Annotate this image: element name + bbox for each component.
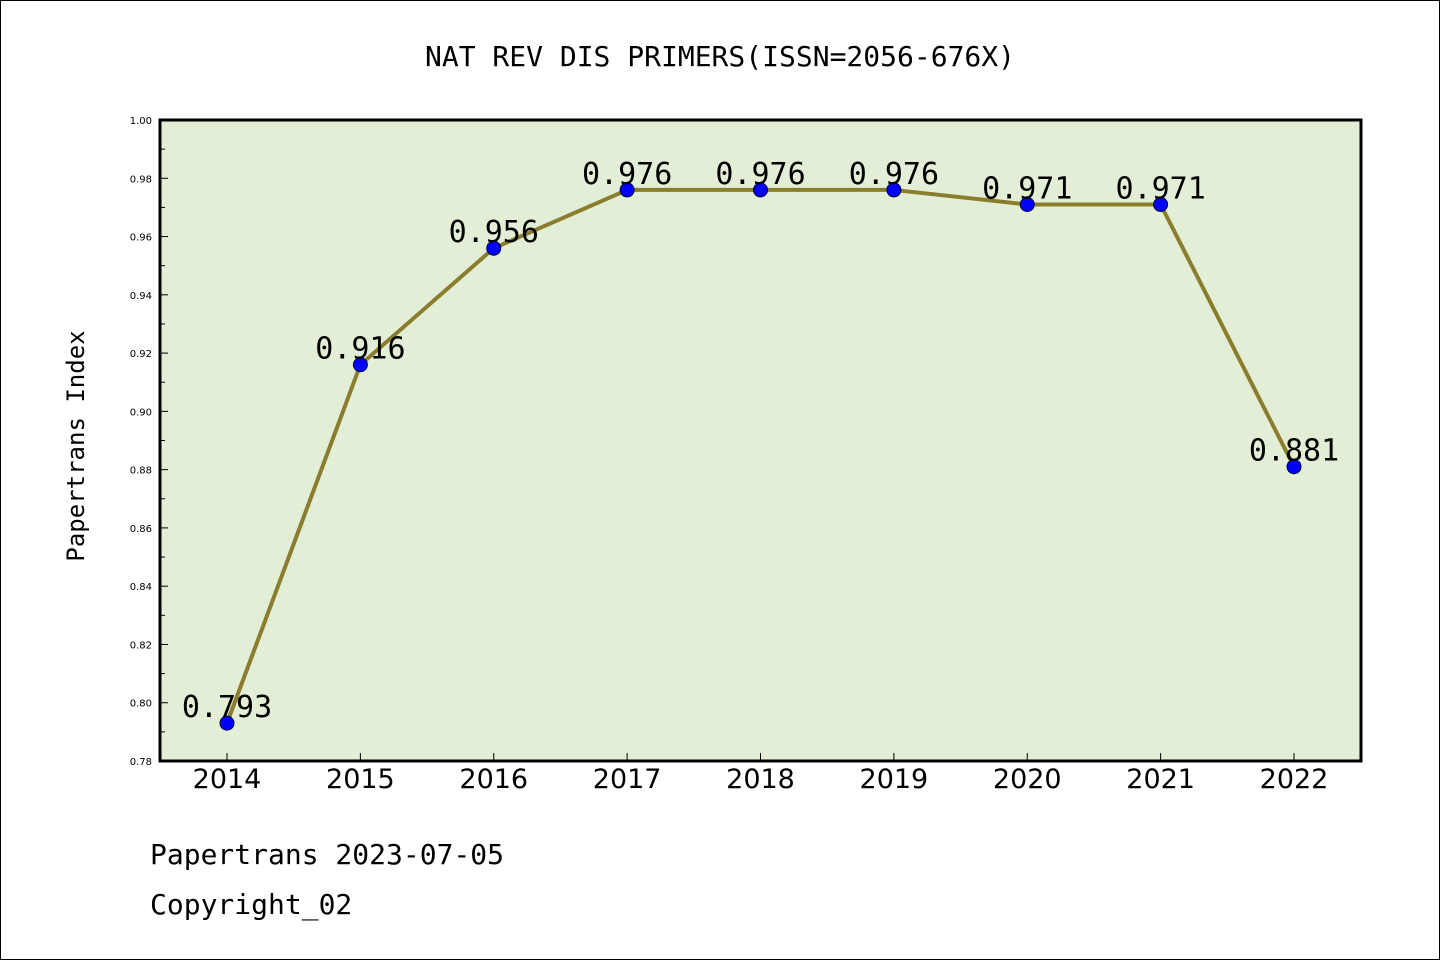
x-tick-label: 2019 xyxy=(860,764,929,795)
y-tick-label: 0.90 xyxy=(130,407,152,418)
footer-source: Papertrans 2023-07-05 xyxy=(150,838,504,871)
chart-title: NAT REV DIS PRIMERS(ISSN=2056-676X) xyxy=(425,40,1015,73)
y-tick-label: 0.80 xyxy=(130,699,152,710)
y-tick-label: 1.00 xyxy=(130,116,152,127)
data-point xyxy=(219,715,235,731)
x-tick-label: 2017 xyxy=(593,764,662,795)
data-point xyxy=(1286,459,1302,475)
y-tick-label: 0.98 xyxy=(130,174,152,185)
y-tick-label: 0.96 xyxy=(130,233,152,244)
y-axis: 0.78 0.80 0.82 0.84 0.86 0.88 0.90 0.92 0.94 0.96… xyxy=(130,116,168,768)
data-labels: 0.793 0.916 0.956 0.976 0.976 0.976 0.971 0.971… xyxy=(182,157,1339,725)
data-label: 0.971 xyxy=(1115,171,1205,206)
data-point xyxy=(619,182,635,198)
data-label: 0.976 xyxy=(582,157,672,192)
data-label: 0.881 xyxy=(1249,434,1339,469)
data-markers xyxy=(219,182,1302,731)
y-tick-label: 0.94 xyxy=(130,291,152,302)
data-point xyxy=(352,357,368,373)
y-tick-label: 0.84 xyxy=(130,582,152,593)
x-tick-label: 2018 xyxy=(726,764,795,795)
data-label: 0.916 xyxy=(315,332,405,367)
x-axis: 2014 2015 2016 2017 2018 2019 2020 2021 2022 xyxy=(193,753,1329,795)
data-point xyxy=(886,182,902,198)
x-tick-label: 2020 xyxy=(993,764,1062,795)
y-tick-label: 0.78 xyxy=(130,757,152,768)
y-tick-label: 0.86 xyxy=(130,524,152,535)
y-tick-label: 0.82 xyxy=(130,640,152,651)
x-tick-label: 2015 xyxy=(326,764,395,795)
x-tick-label: 2021 xyxy=(1126,764,1195,795)
data-label: 0.976 xyxy=(715,157,805,192)
y-axis-label: Papertrans Index xyxy=(62,330,90,561)
data-point xyxy=(486,240,502,256)
footer-copyright: Copyright_02 xyxy=(150,888,352,922)
data-point xyxy=(1019,196,1035,212)
data-label: 0.971 xyxy=(982,171,1072,206)
plot-area xyxy=(158,118,1363,763)
x-tick-label: 2016 xyxy=(459,764,528,795)
data-point xyxy=(753,182,768,198)
data-label: 0.956 xyxy=(449,215,539,250)
y-tick-label: 0.88 xyxy=(130,466,152,477)
y-tick-label: 0.92 xyxy=(130,349,152,360)
data-label: 0.793 xyxy=(182,690,272,725)
x-tick-label: 2022 xyxy=(1260,764,1329,795)
x-tick-label: 2014 xyxy=(193,764,262,795)
data-label: 0.976 xyxy=(849,157,939,192)
data-point xyxy=(1153,196,1169,212)
